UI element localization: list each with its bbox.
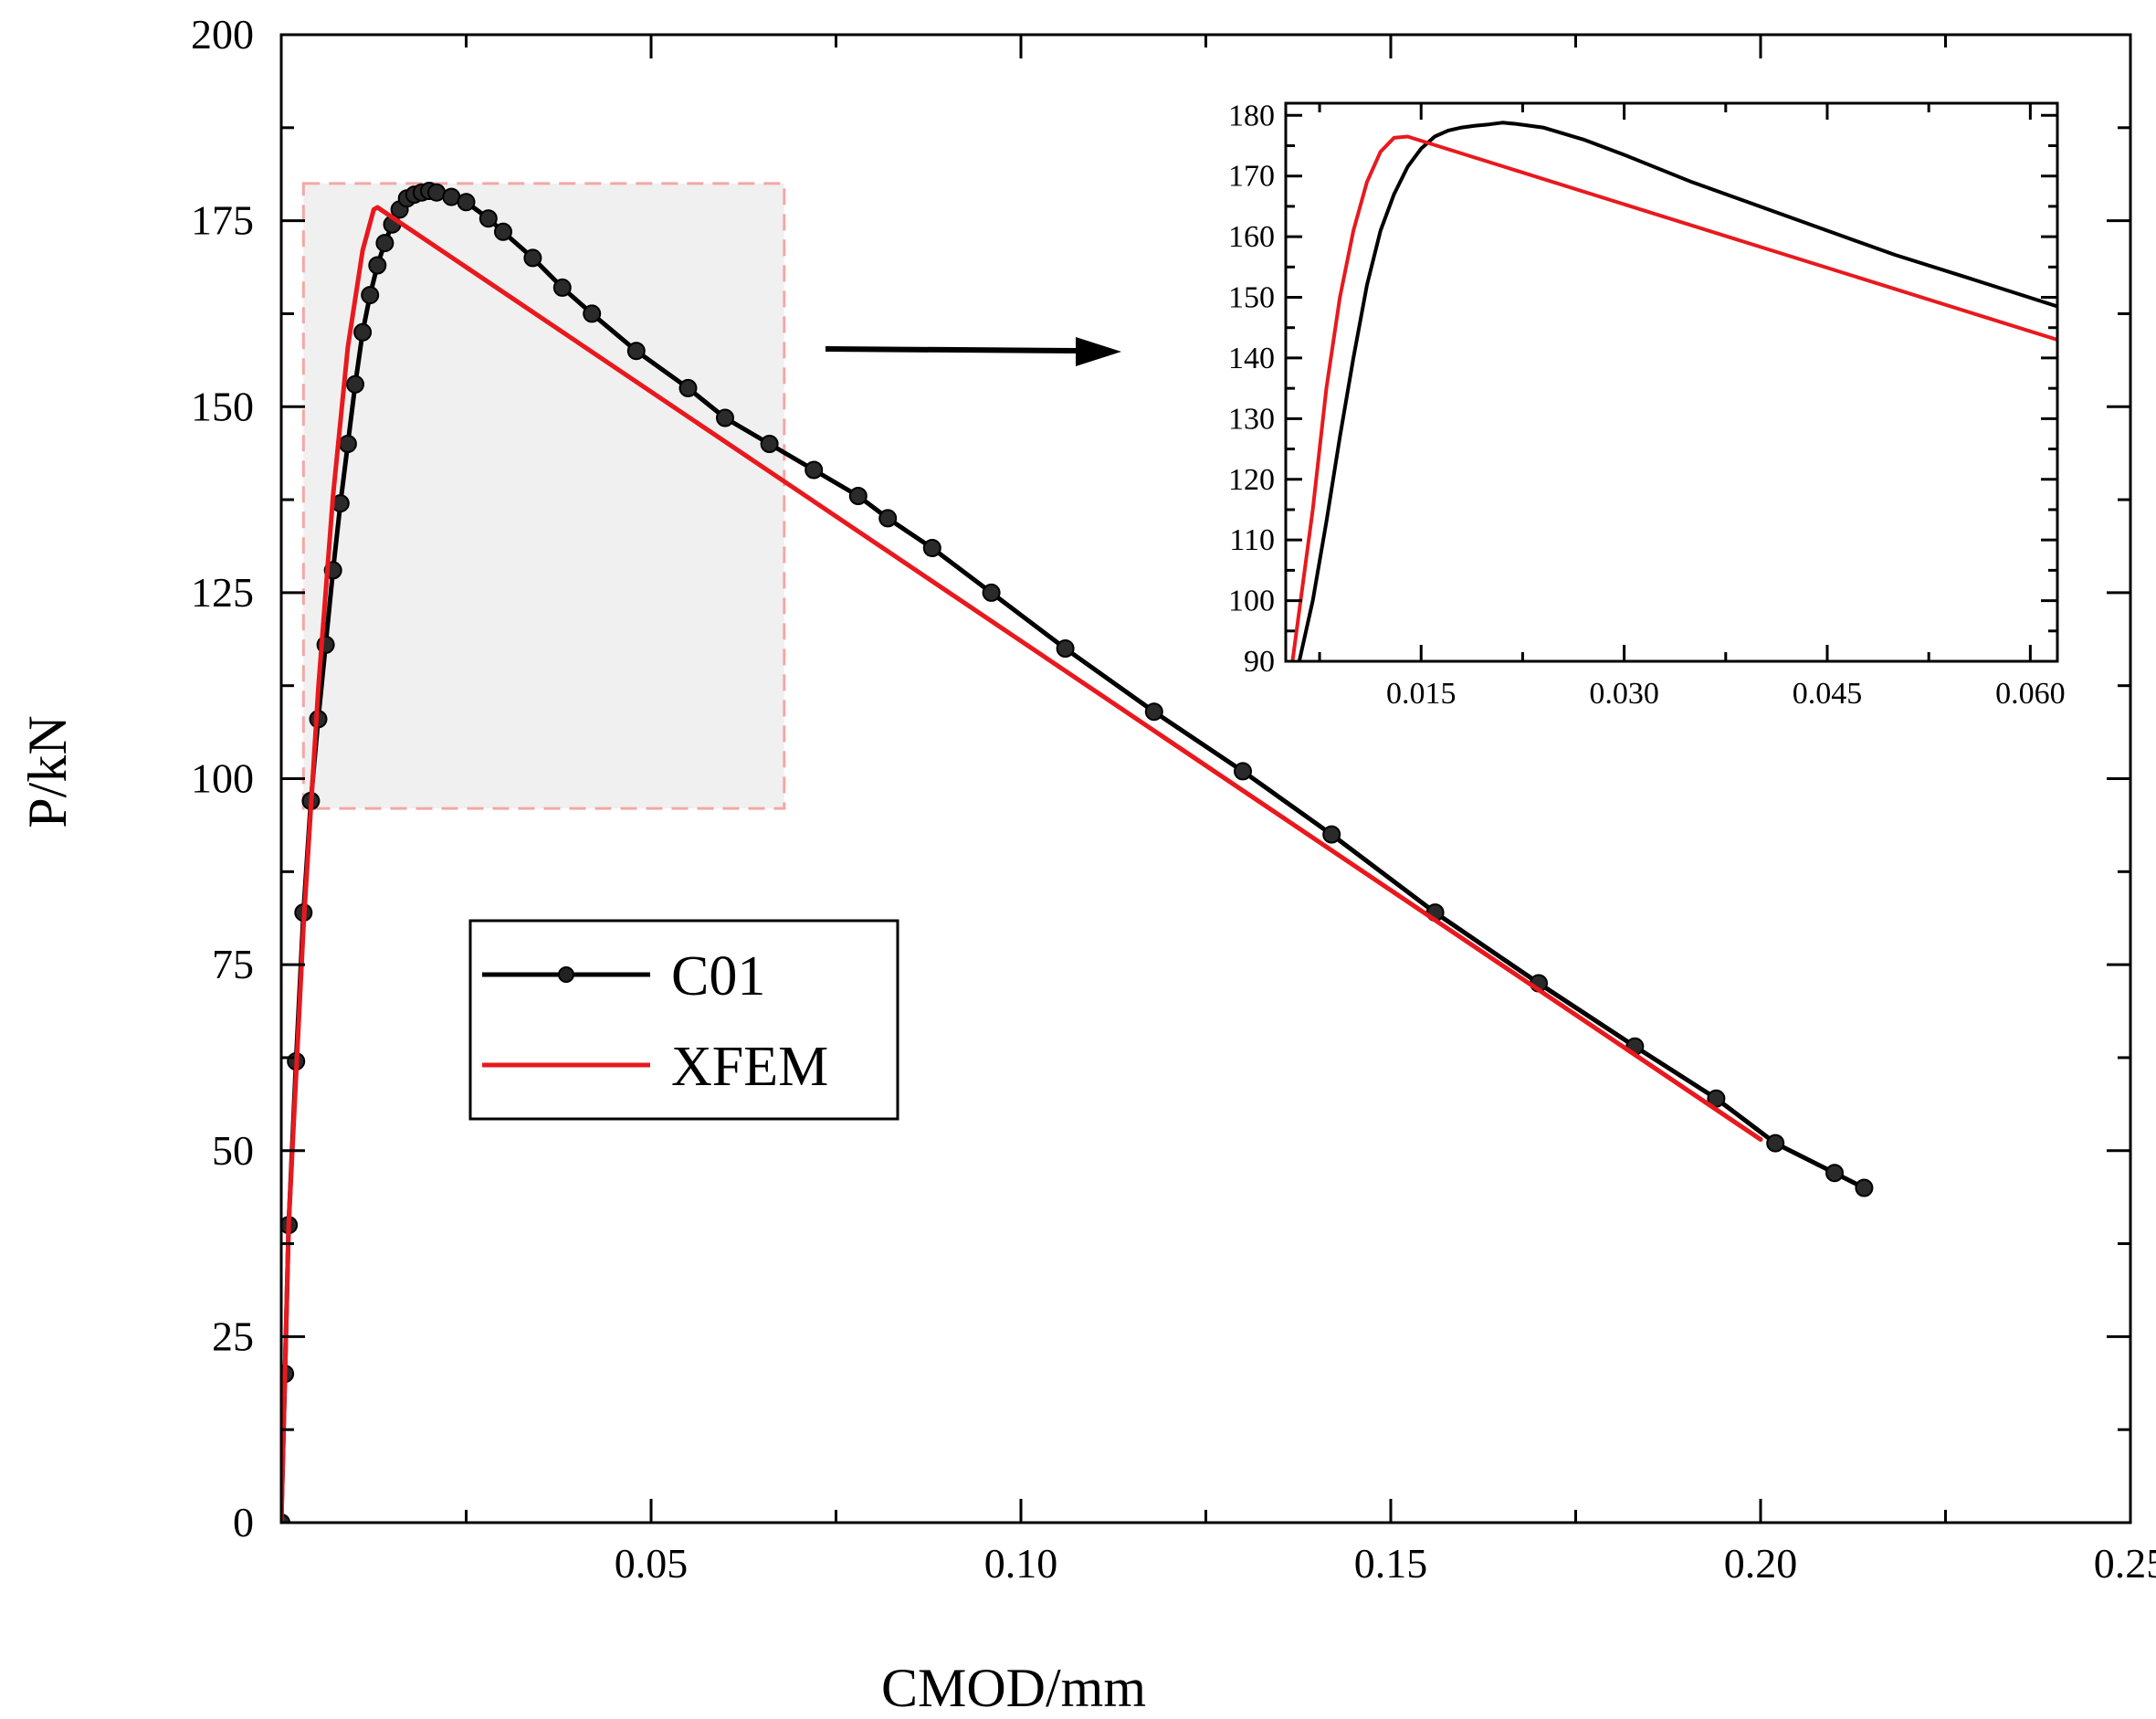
inset-ytick-label-90: 90 <box>1244 645 1275 679</box>
main-point-c01 <box>1234 762 1252 781</box>
main-point-c01 <box>626 342 646 361</box>
main-point-c01 <box>922 539 941 557</box>
inset-ticks-layer: 90 100 110 120 130 140 150 160 170 180 0.015 0.030 0… <box>1228 99 2066 711</box>
main-point-c01 <box>457 193 476 212</box>
inset-ytick-label-140: 140 <box>1228 342 1275 375</box>
main-ticks-layer: 0 25 50 75 100 125 150 175 200 0.05 0.10 0.15 0.20 0.… <box>191 11 2156 1587</box>
main-ytick-label-200: 200 <box>191 11 254 58</box>
legend-box <box>468 919 899 1121</box>
main-ytick-label-175: 175 <box>191 197 254 244</box>
main-xtick-label-0-10: 0.10 <box>984 1540 1058 1587</box>
main-point-c01 <box>479 209 498 228</box>
main-point-c01 <box>1144 702 1163 722</box>
inset-ytick-label-100: 100 <box>1228 585 1275 618</box>
inset-ytick-label-110: 110 <box>1229 523 1275 557</box>
main-ytick-label-100: 100 <box>191 755 254 802</box>
legend-label-c01: C01 <box>671 945 765 1007</box>
main-xtick-label-0-05: 0.05 <box>615 1540 689 1587</box>
arrow-head <box>1076 337 1121 366</box>
main-point-c01 <box>494 222 512 241</box>
main-point-c01 <box>346 374 364 394</box>
main-point-c01 <box>1766 1134 1785 1153</box>
legend-item-xfem: XFEM <box>482 1036 828 1098</box>
zoom-arrow-right-icon <box>825 337 1121 366</box>
main-xtick-label-0-15: 0.15 <box>1354 1540 1428 1587</box>
inset-xtick-label-0-045: 0.045 <box>1793 677 1863 711</box>
arrow-shaft <box>825 346 1078 353</box>
inset-series-line-xfem <box>1290 134 2057 661</box>
inset-xtick-label-0-060: 0.060 <box>1995 677 2066 711</box>
main-xtick-label-0-20: 0.20 <box>1724 1540 1798 1587</box>
main-point-c01 <box>361 286 380 305</box>
main-series-line-xfem <box>281 205 1763 1523</box>
main-point-c01 <box>353 322 373 342</box>
y-axis-title: P/kN <box>17 715 78 828</box>
main-ytick-label-150: 150 <box>191 383 254 429</box>
main-point-c01 <box>678 378 698 397</box>
main-point-c01 <box>1322 825 1341 844</box>
main-ytick-label-75: 75 <box>212 941 254 987</box>
main-ytick-label-50: 50 <box>212 1127 254 1174</box>
inset-plot-frame <box>1284 101 2059 663</box>
main-point-c01 <box>368 256 387 275</box>
main-point-c01 <box>1855 1178 1874 1197</box>
main-point-c01 <box>760 435 779 453</box>
inset-ytick-label-160: 160 <box>1228 220 1275 254</box>
main-point-c01 <box>338 435 357 453</box>
inset-ytick-label-180: 180 <box>1228 99 1275 132</box>
inset-xtick-label-0-015: 0.015 <box>1386 677 1457 711</box>
main-point-c01 <box>1707 1089 1726 1108</box>
main-point-c01 <box>375 234 394 253</box>
main-point-c01 <box>1056 639 1075 658</box>
legend: C01 XFEM <box>468 919 899 1121</box>
inset-xtick-label-0-030: 0.030 <box>1589 677 1659 711</box>
legend-label-xfem: XFEM <box>671 1036 828 1098</box>
main-point-c01 <box>805 460 824 480</box>
main-ytick-label-125: 125 <box>191 569 254 616</box>
inset-series-line-c01 <box>1297 121 2057 661</box>
x-axis-title: CMOD/mm <box>881 1658 1146 1718</box>
legend-item-c01: C01 <box>482 945 765 1007</box>
inset-series-layer <box>1290 121 2057 661</box>
zoom-region-highlight <box>301 182 786 810</box>
main-point-c01 <box>878 509 898 528</box>
main-series-line-c01 <box>281 188 1867 1523</box>
legend-marker-c01 <box>558 966 574 983</box>
inset-ytick-label-150: 150 <box>1228 281 1275 315</box>
inset-chart: 90 100 110 120 130 140 150 160 170 180 0.015 0.030 0… <box>1228 99 2066 711</box>
main-series-group <box>281 182 1874 1523</box>
inset-ytick-label-130: 130 <box>1228 402 1275 436</box>
main-point-c01 <box>552 278 572 297</box>
main-point-c01 <box>523 248 542 268</box>
main-xtick-label-0-25: 0.25 <box>2094 1540 2156 1587</box>
main-point-c01 <box>982 583 1001 602</box>
main-point-c01 <box>848 487 868 505</box>
inset-ytick-label-120: 120 <box>1228 463 1275 497</box>
inset-series-group <box>1290 121 2057 661</box>
main-chart: 0 25 50 75 100 125 150 175 200 0.05 0.10 0.15 0.20 0.… <box>17 11 2156 1718</box>
main-point-c01 <box>716 408 734 427</box>
main-ytick-label-0: 0 <box>233 1499 254 1545</box>
inset-ytick-label-170: 170 <box>1228 160 1275 194</box>
inset-background <box>1286 103 2057 661</box>
main-series-layer <box>281 182 1874 1523</box>
main-ytick-label-25: 25 <box>212 1313 254 1359</box>
main-point-c01 <box>1825 1164 1844 1183</box>
main-point-c01 <box>583 304 602 323</box>
